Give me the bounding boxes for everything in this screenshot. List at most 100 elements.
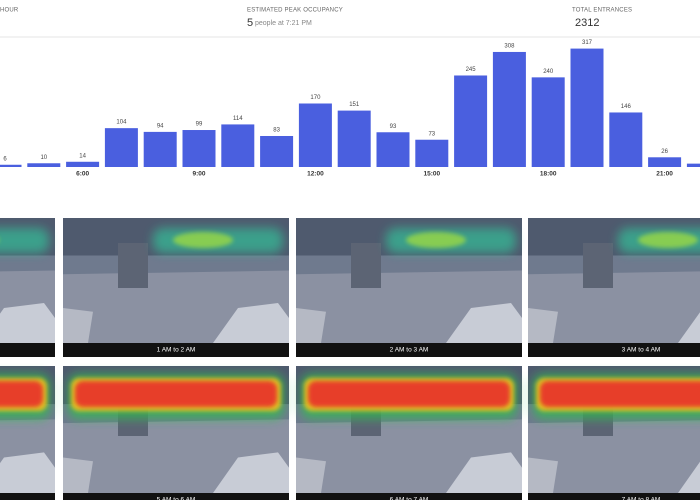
bar	[143, 131, 177, 167]
heatmap-tile: 5 AM to 6 AM	[63, 366, 289, 500]
caption-bar	[0, 493, 55, 500]
furniture	[213, 303, 289, 343]
heatmap-tile: 1 AM to 2 AM	[63, 218, 289, 357]
fence	[583, 243, 613, 288]
value-label: 104	[116, 120, 127, 126]
tile-caption: 1 AM to 2 AM	[157, 347, 196, 354]
value-label: 14	[79, 153, 86, 159]
x-tick-label: 9:00	[192, 171, 205, 178]
value-label: 83	[273, 128, 280, 134]
entrances-value: 2312	[575, 17, 599, 29]
furniture	[0, 452, 55, 493]
bar	[182, 130, 216, 167]
peak-note: people at 7:21 PM	[255, 20, 312, 27]
value-label: 6	[3, 156, 7, 162]
tile-caption: 5 AM to 6 AM	[157, 497, 196, 500]
value-label: 317	[582, 40, 593, 46]
heat	[406, 232, 466, 248]
value-label: 170	[310, 95, 321, 101]
bar	[415, 139, 449, 167]
caption-bar	[528, 493, 700, 500]
peak-value: 5	[247, 17, 253, 29]
road	[528, 271, 700, 343]
x-tick-label: 15:00	[423, 171, 440, 178]
bar	[570, 48, 604, 168]
heat	[173, 232, 233, 248]
furniture	[0, 303, 55, 343]
heatmap-tile	[0, 366, 55, 500]
caption-bar	[296, 493, 522, 500]
bar	[337, 110, 371, 167]
value-label: 93	[390, 124, 397, 130]
heat	[75, 381, 277, 407]
hour-label: HOUR	[0, 8, 19, 14]
bar	[648, 157, 682, 167]
bar	[221, 124, 255, 167]
bar	[492, 51, 526, 167]
bar	[609, 112, 643, 167]
furniture	[63, 457, 93, 493]
bar	[27, 163, 61, 167]
heat	[638, 232, 698, 248]
furniture	[213, 452, 289, 493]
value-label: 240	[543, 69, 554, 75]
heatmap-grid: 1 AM to 2 AM 2 AM to 3 AM 3 AM to 4 AM 5 AM…	[0, 218, 700, 500]
fence	[118, 243, 148, 288]
tile-caption: 7 AM to 8 AM	[622, 497, 661, 500]
heat	[0, 228, 49, 253]
furniture	[678, 312, 700, 343]
x-tick-label: 6:00	[76, 171, 89, 178]
heatmap-tile: 7 AM to 8 AM	[528, 366, 700, 500]
bar	[686, 163, 700, 167]
peak-label: ESTIMATED PEAK OCCUPANCY	[247, 8, 343, 14]
furniture	[296, 457, 326, 493]
bar	[454, 75, 488, 167]
heatmap-tile	[0, 218, 55, 357]
caption-bar	[0, 343, 55, 357]
caption-bar	[63, 343, 289, 357]
value-label: 146	[621, 104, 632, 110]
x-tick-label: 18:00	[540, 171, 557, 178]
heatmap-tile: 2 AM to 3 AM	[296, 218, 522, 357]
bar	[531, 77, 565, 167]
caption-bar	[63, 493, 289, 500]
furniture	[446, 303, 522, 343]
furniture	[296, 308, 326, 343]
furniture	[63, 308, 93, 343]
value-label: 10	[40, 155, 47, 161]
caption-bar	[528, 343, 700, 357]
heat	[540, 381, 700, 407]
x-tick-label: 21:00	[656, 171, 673, 178]
furniture	[528, 308, 558, 343]
heat	[308, 381, 510, 407]
road	[528, 420, 700, 493]
tile-caption: 2 AM to 3 AM	[390, 347, 429, 354]
heatmap-tile: 3 AM to 4 AM	[528, 218, 700, 357]
value-label: 99	[196, 122, 203, 128]
heat	[0, 381, 43, 407]
furniture	[528, 457, 558, 493]
value-label: 245	[466, 67, 477, 73]
value-label: 94	[157, 123, 164, 129]
furniture	[446, 452, 522, 493]
bar	[104, 128, 138, 167]
value-label: 151	[349, 102, 360, 108]
value-label: 73	[428, 131, 435, 137]
bar	[298, 103, 332, 167]
value-label: 26	[661, 149, 668, 155]
bar	[66, 161, 100, 167]
bar	[260, 135, 294, 167]
value-label: 308	[504, 44, 515, 50]
furniture	[678, 461, 700, 493]
tile-caption: 3 AM to 4 AM	[622, 347, 661, 354]
bar	[0, 164, 22, 167]
entrances-label: TOTAL ENTRANCES	[572, 8, 632, 14]
bar	[376, 132, 410, 167]
heatmap-tile: 6 AM to 7 AM	[296, 366, 522, 500]
tile-caption: 6 AM to 7 AM	[390, 497, 429, 500]
caption-bar	[296, 343, 522, 357]
x-tick-label: 12:00	[307, 171, 324, 178]
value-label: 114	[233, 116, 243, 122]
fence	[351, 243, 381, 288]
